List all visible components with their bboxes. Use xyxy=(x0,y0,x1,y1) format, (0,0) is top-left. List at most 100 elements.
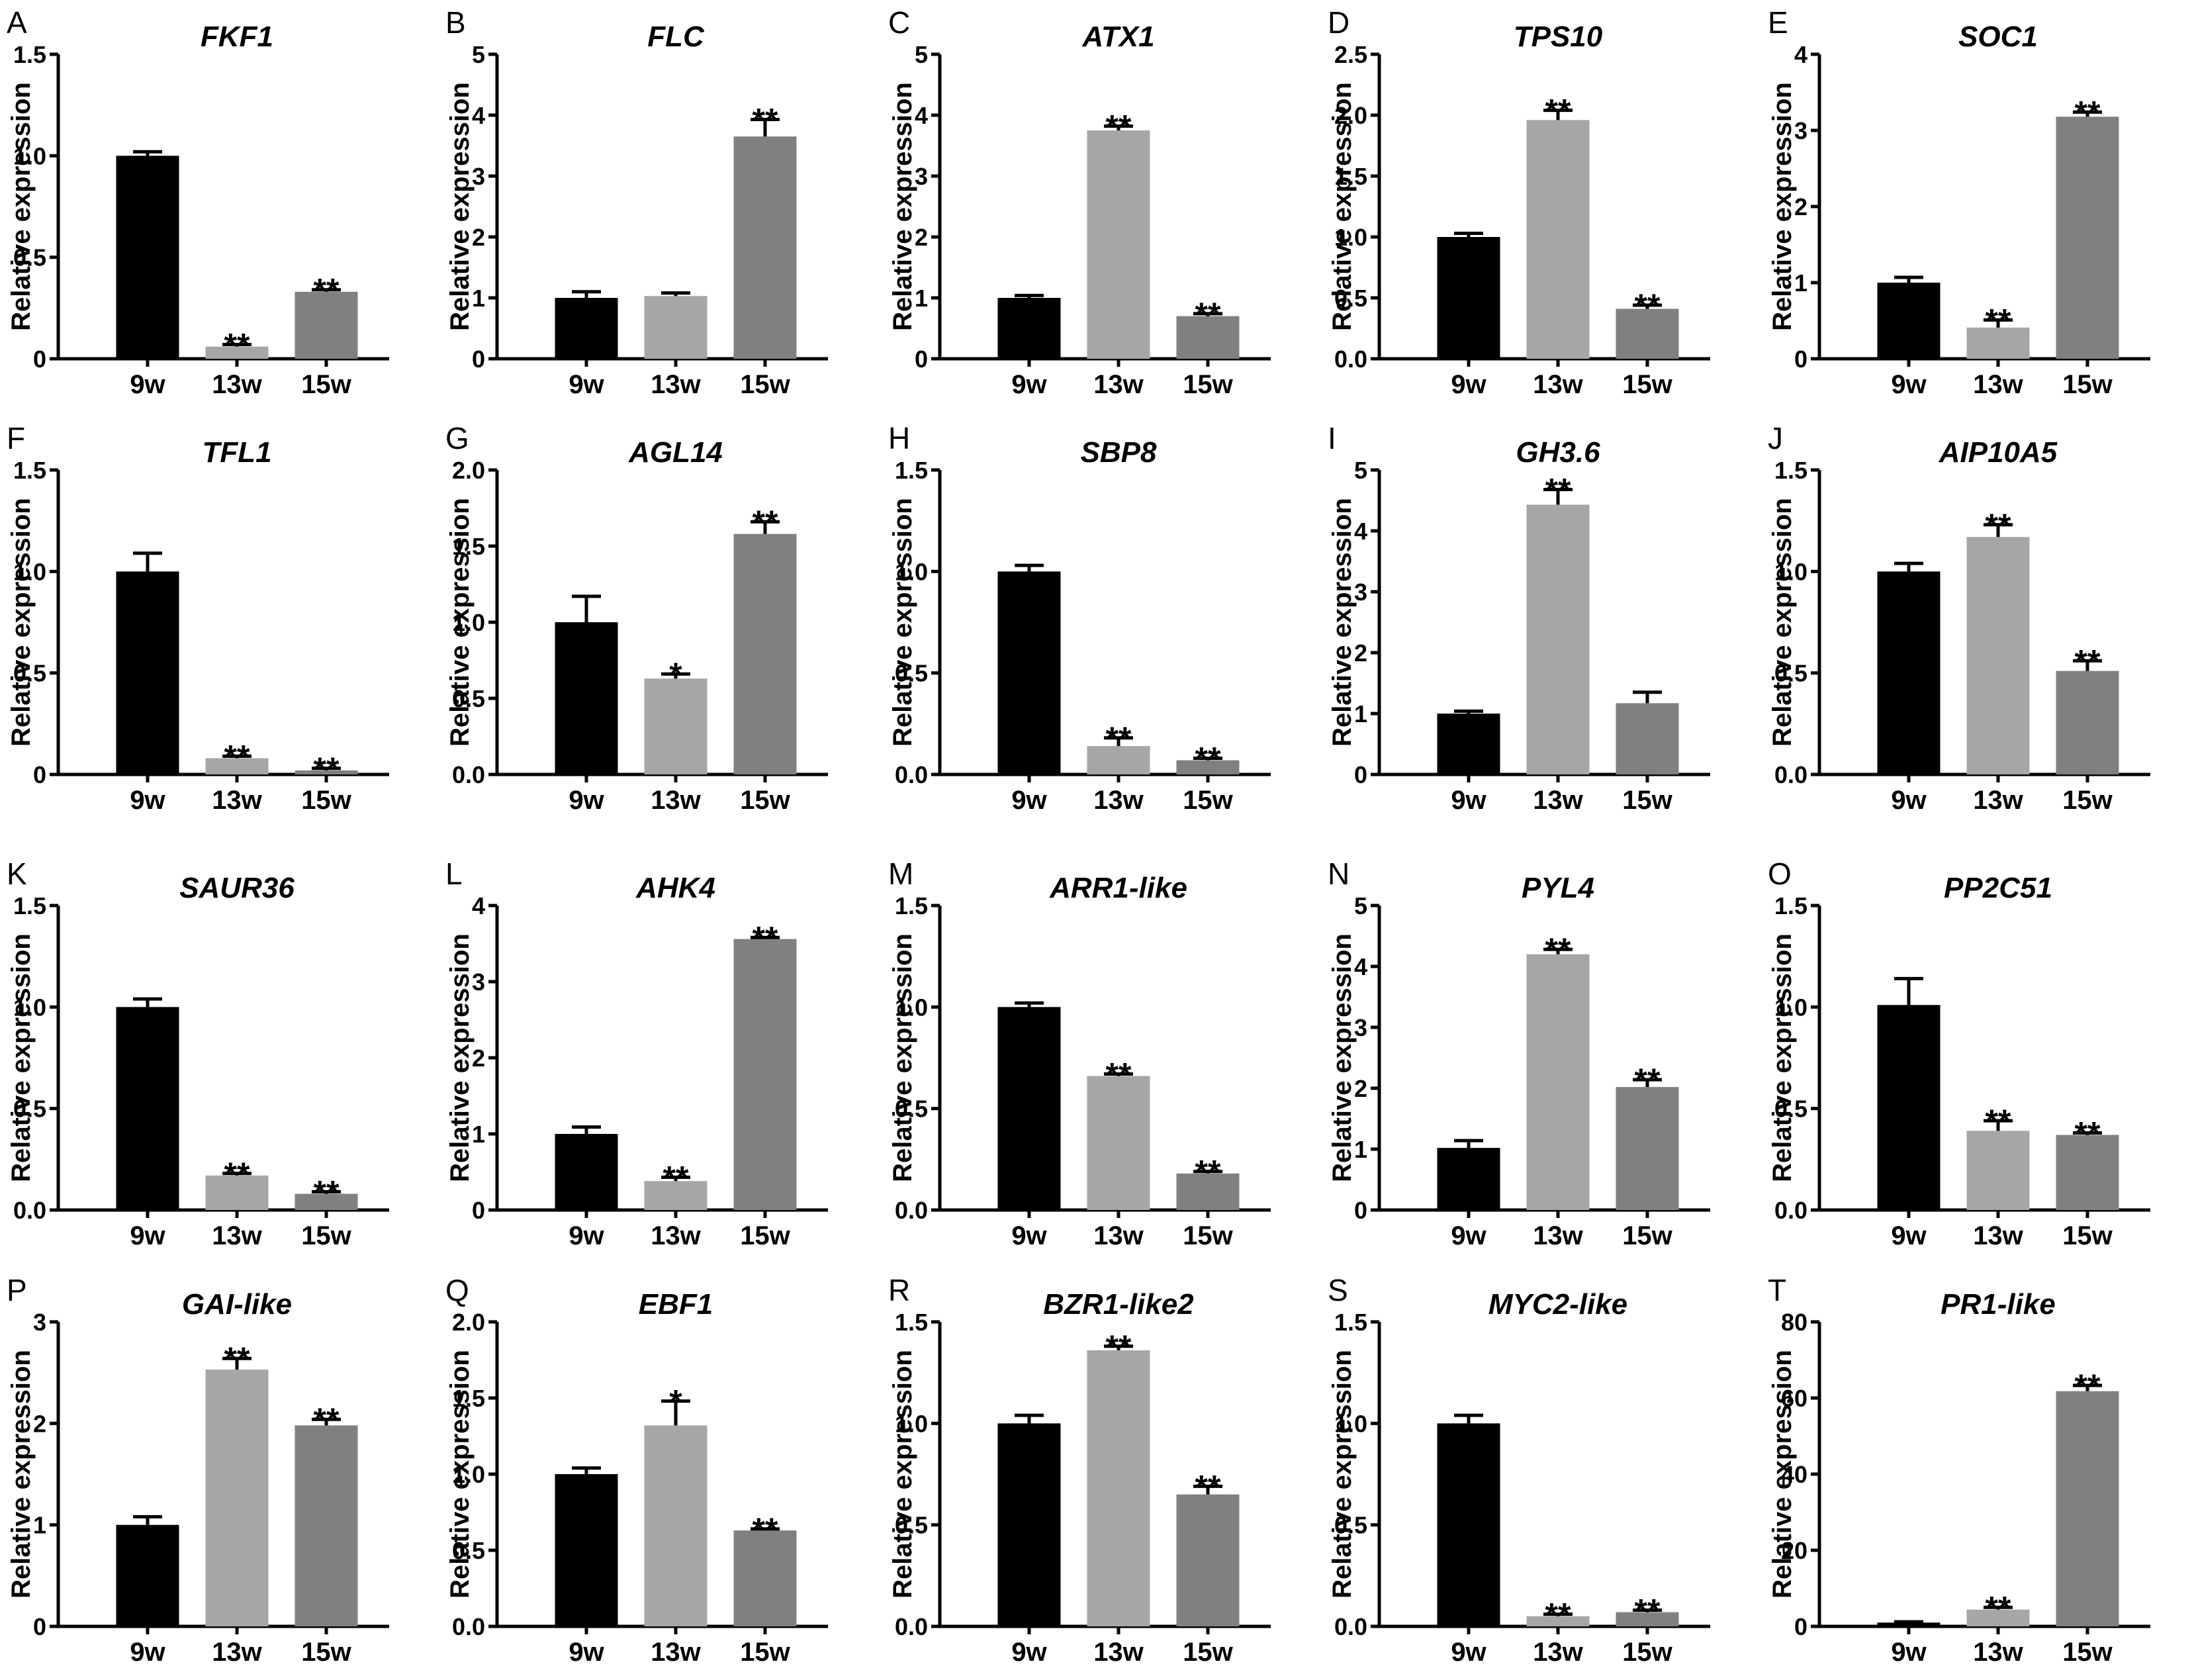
y-tick-label: 4 xyxy=(1354,953,1367,980)
bar-9w xyxy=(997,298,1061,359)
y-tick-label: 3 xyxy=(915,163,928,190)
y-tick-label: 1.5 xyxy=(13,41,46,68)
significance-mark: ** xyxy=(753,504,778,541)
panel-letter: K xyxy=(7,857,27,891)
x-tick-label: 15w xyxy=(740,1638,790,1667)
bar-15w xyxy=(1616,1612,1679,1626)
x-tick-label: 13w xyxy=(212,1638,262,1667)
y-tick-label: 0 xyxy=(33,761,46,788)
panel-letter: B xyxy=(445,5,466,40)
y-tick-label: 1 xyxy=(915,285,928,312)
bar-13w xyxy=(1087,1350,1150,1626)
x-tick-label: 13w xyxy=(1533,370,1583,399)
gene-title: ARR1-like xyxy=(1049,872,1187,904)
y-tick-label: 1.0 xyxy=(895,1410,928,1437)
y-tick-label: 40 xyxy=(1781,1461,1807,1488)
significance-mark: ** xyxy=(1986,507,2011,544)
bar-15w xyxy=(733,136,797,359)
x-tick-label: 13w xyxy=(651,370,701,399)
x-tick-label: 9w xyxy=(130,786,165,815)
gene-title: PP2C51 xyxy=(1944,872,2052,904)
y-axis-label: Relative expression xyxy=(1328,1350,1357,1599)
significance-mark: ** xyxy=(314,1401,340,1438)
gene-title: EBF1 xyxy=(639,1288,713,1321)
bar-13w xyxy=(644,1181,708,1210)
y-tick-label: 0.5 xyxy=(895,1512,928,1539)
x-tick-label: 15w xyxy=(1183,786,1233,815)
x-tick-label: 13w xyxy=(1093,786,1144,815)
significance-mark: ** xyxy=(1635,1592,1661,1629)
x-tick-label: 9w xyxy=(130,1221,165,1250)
x-tick-label: 15w xyxy=(1183,1221,1233,1250)
y-tick-label: 1.5 xyxy=(452,1385,485,1412)
panel-f: F TFL1 Relative expression 0 0.5 1.0 1.5 9w ** 13… xyxy=(7,421,389,815)
bar-13w xyxy=(644,678,708,774)
panel-letter: F xyxy=(7,421,25,455)
gene-title: FLC xyxy=(647,21,705,53)
panel-letter: T xyxy=(1768,1273,1786,1307)
panel-letter: P xyxy=(7,1273,27,1307)
bar-15w xyxy=(1616,1087,1679,1210)
bar-13w xyxy=(1526,954,1590,1210)
panel-letter: R xyxy=(888,1273,910,1307)
gene-title: TFL1 xyxy=(202,436,271,469)
significance-mark: ** xyxy=(663,1160,689,1197)
significance-mark: * xyxy=(669,1383,682,1421)
bar-9w xyxy=(997,571,1061,774)
y-tick-label: 1.5 xyxy=(895,892,928,919)
panel-r: R BZR1-like2 Relative expression 0.0 0.5 1.0 1… xyxy=(888,1273,1271,1667)
x-tick-label: 15w xyxy=(2062,1638,2113,1667)
bar-15w xyxy=(295,291,358,359)
y-tick-label: 0 xyxy=(1794,1613,1807,1640)
x-tick-label: 15w xyxy=(301,1221,351,1250)
x-tick-label: 15w xyxy=(1183,370,1233,399)
x-tick-label: 9w xyxy=(1011,370,1047,399)
x-tick-label: 15w xyxy=(740,1221,790,1250)
y-tick-label: 4 xyxy=(915,102,928,129)
panel-l: L AHK4 Relative expression 0 1 2 3 4 9w ** 13w ** 15… xyxy=(445,857,828,1250)
y-axis-label: Relative expression xyxy=(888,498,917,747)
panel-letter: J xyxy=(1768,421,1783,455)
significance-mark: ** xyxy=(1195,1154,1221,1191)
x-tick-label: 15w xyxy=(740,370,790,399)
x-tick-label: 9w xyxy=(569,370,604,399)
significance-mark: ** xyxy=(753,1511,778,1548)
gene-title: SOC1 xyxy=(1958,21,2038,53)
bar-13w xyxy=(644,1425,708,1626)
x-tick-label: 13w xyxy=(1533,1221,1583,1250)
x-tick-label: 15w xyxy=(2062,786,2113,815)
y-axis-label: Relative expression xyxy=(1328,82,1357,331)
y-tick-label: 1 xyxy=(33,1512,46,1539)
bar-13w xyxy=(1966,1609,2030,1626)
y-tick-label: 4 xyxy=(1354,518,1367,545)
bar-13w xyxy=(1526,504,1590,774)
y-tick-label: 2 xyxy=(1354,639,1367,667)
y-tick-label: 1.0 xyxy=(1334,224,1367,251)
y-tick-label: 5 xyxy=(915,41,928,68)
panel-p: P GAI-like Relative expression 0 1 2 3 9w ** 13w *… xyxy=(7,1273,389,1667)
x-tick-label: 9w xyxy=(1891,1638,1927,1667)
panel-m: M ARR1-like Relative expression 0.0 0.5 1.0 1.… xyxy=(888,857,1271,1250)
bar-15w xyxy=(733,534,797,774)
bar-9w xyxy=(997,1423,1061,1626)
y-axis-label: Relative expression xyxy=(7,1350,36,1599)
bar-13w xyxy=(1526,1616,1590,1626)
bar-15w xyxy=(1176,1173,1240,1210)
y-axis-label: Relative expression xyxy=(445,1350,475,1599)
gene-title: FKF1 xyxy=(201,21,273,53)
bar-15w xyxy=(1176,760,1240,774)
x-tick-label: 9w xyxy=(1451,1638,1486,1667)
bar-15w xyxy=(1616,703,1679,774)
bar-9w xyxy=(1877,571,1941,774)
gene-title: SBP8 xyxy=(1081,436,1157,469)
significance-mark: ** xyxy=(1195,296,1221,333)
panel-k: K SAUR36 Relative expression 0.0 0.5 1.0 1.5 9w… xyxy=(7,857,389,1250)
x-tick-label: 15w xyxy=(1622,1638,1672,1667)
y-tick-label: 0.0 xyxy=(452,761,485,788)
significance-mark: ** xyxy=(1545,1597,1571,1634)
y-tick-label: 0.0 xyxy=(1334,346,1367,373)
significance-mark: * xyxy=(669,656,682,693)
bar-9w xyxy=(555,1134,618,1210)
x-tick-label: 9w xyxy=(1011,786,1047,815)
x-tick-label: 13w xyxy=(1093,370,1144,399)
